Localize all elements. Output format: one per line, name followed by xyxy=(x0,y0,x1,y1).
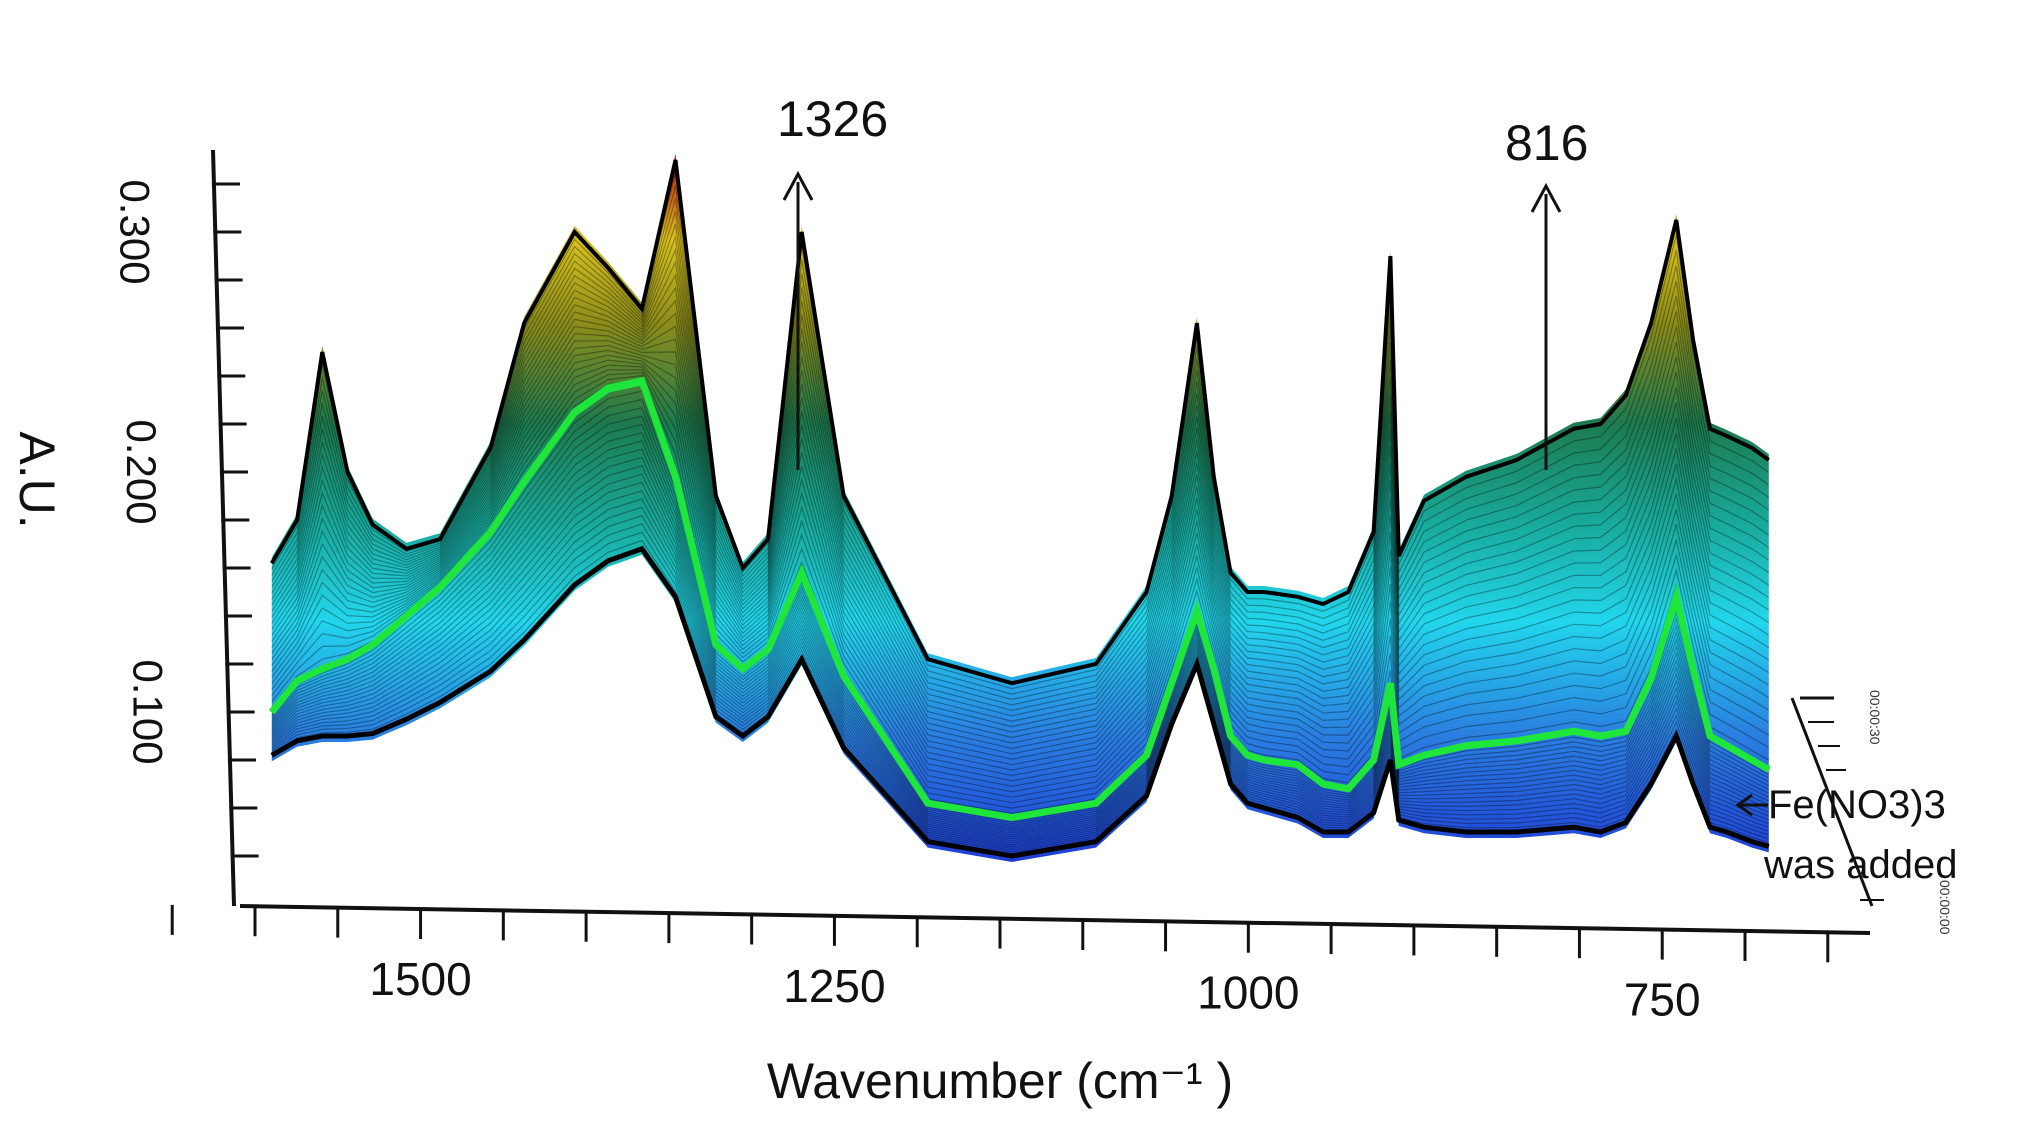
series-line-front xyxy=(270,546,1770,859)
depth-ticks xyxy=(1800,696,1884,901)
spectrum-trace xyxy=(271,211,1770,706)
spectrum-trace xyxy=(271,448,1770,834)
spectrum-trace xyxy=(271,359,1770,788)
x-axis-line xyxy=(239,904,1871,935)
waterfall-surface xyxy=(269,154,1771,862)
spectrum-trace xyxy=(271,198,1770,701)
y-tick-label: 0.100 xyxy=(125,659,172,764)
spectrum-trace xyxy=(271,372,1770,804)
spectrum-trace xyxy=(271,364,1770,793)
annotation-label-816: 816 xyxy=(1505,115,1588,171)
spectrum-trace xyxy=(271,344,1770,771)
spectrum-trace xyxy=(271,481,1770,842)
spectrum-trace xyxy=(271,333,1770,760)
y-axis-title: A.U. xyxy=(9,431,65,528)
spectrum-trace xyxy=(271,260,1770,728)
spectrum-trace xyxy=(271,431,1770,831)
series-line-green xyxy=(269,376,1771,822)
spectrum-trace xyxy=(271,236,1770,717)
spectrum-trace xyxy=(271,286,1770,739)
spectrum-trace xyxy=(271,423,1770,829)
y-tick-label: 0.200 xyxy=(118,419,165,524)
spectrum-trace xyxy=(271,523,1769,851)
x-axis-title: Wavenumber (cm⁻¹ ) xyxy=(767,1053,1233,1109)
spectrum-trace xyxy=(271,247,1770,722)
spectrum-trace xyxy=(271,514,1769,850)
spectrum-trace xyxy=(271,325,1770,755)
x-tick-label: 1000 xyxy=(1197,967,1299,1019)
spectrum-trace xyxy=(271,473,1770,840)
spectrum-trace xyxy=(271,299,1770,744)
surface-fill xyxy=(271,154,1769,862)
x-ticks: 1500 1250 1000 750 xyxy=(170,904,1830,1026)
annotations: 1326 816 Fe(NO3)3 was added xyxy=(777,91,1957,887)
spectrum-trace xyxy=(271,354,1770,782)
annotation-arrowhead-816 xyxy=(1530,182,1562,213)
spectrum-trace xyxy=(271,489,1770,844)
spectrum-trace xyxy=(271,375,1770,809)
fe-added-label-line2: was added xyxy=(1763,843,1957,887)
series-line-back xyxy=(270,159,1770,686)
depth-tick-label-start: 00:00:00 xyxy=(1937,880,1953,935)
depth-axis-line xyxy=(1790,697,1874,907)
spectrum-trace xyxy=(271,223,1770,712)
fe-added-label-line1: Fe(NO3)3 xyxy=(1768,783,1946,827)
spectrum-trace xyxy=(271,440,1770,832)
y-ticks: 0.100 0.200 0.300 xyxy=(111,179,259,858)
annotation-label-1326: 1326 xyxy=(777,91,888,147)
spectrum-trace xyxy=(271,185,1770,695)
spectrum-trace xyxy=(271,506,1769,848)
spectrum-trace xyxy=(271,340,1770,766)
axes: 1500 1250 1000 750 0.100 0.200 0.300 00:00:30… xyxy=(111,149,1953,1026)
spectrum-trace xyxy=(271,312,1770,750)
spectrum-trace xyxy=(271,273,1770,733)
y-axis-line xyxy=(211,149,236,907)
spectrum-trace xyxy=(271,465,1770,838)
x-tick-label: 1250 xyxy=(783,960,885,1012)
x-tick-label: 750 xyxy=(1624,974,1701,1026)
fe-added-arrow xyxy=(1735,793,1768,817)
y-tick-label: 0.300 xyxy=(111,179,158,284)
annotation-arrowhead-1326 xyxy=(782,170,814,201)
spectrum-trace xyxy=(271,349,1770,777)
spectrum-trace xyxy=(271,498,1770,846)
spectrum-trace xyxy=(271,456,1770,836)
depth-tick-label-end: 00:00:30 xyxy=(1867,690,1883,745)
x-tick-label: 1500 xyxy=(369,953,471,1005)
spectrum-trace xyxy=(271,369,1770,798)
